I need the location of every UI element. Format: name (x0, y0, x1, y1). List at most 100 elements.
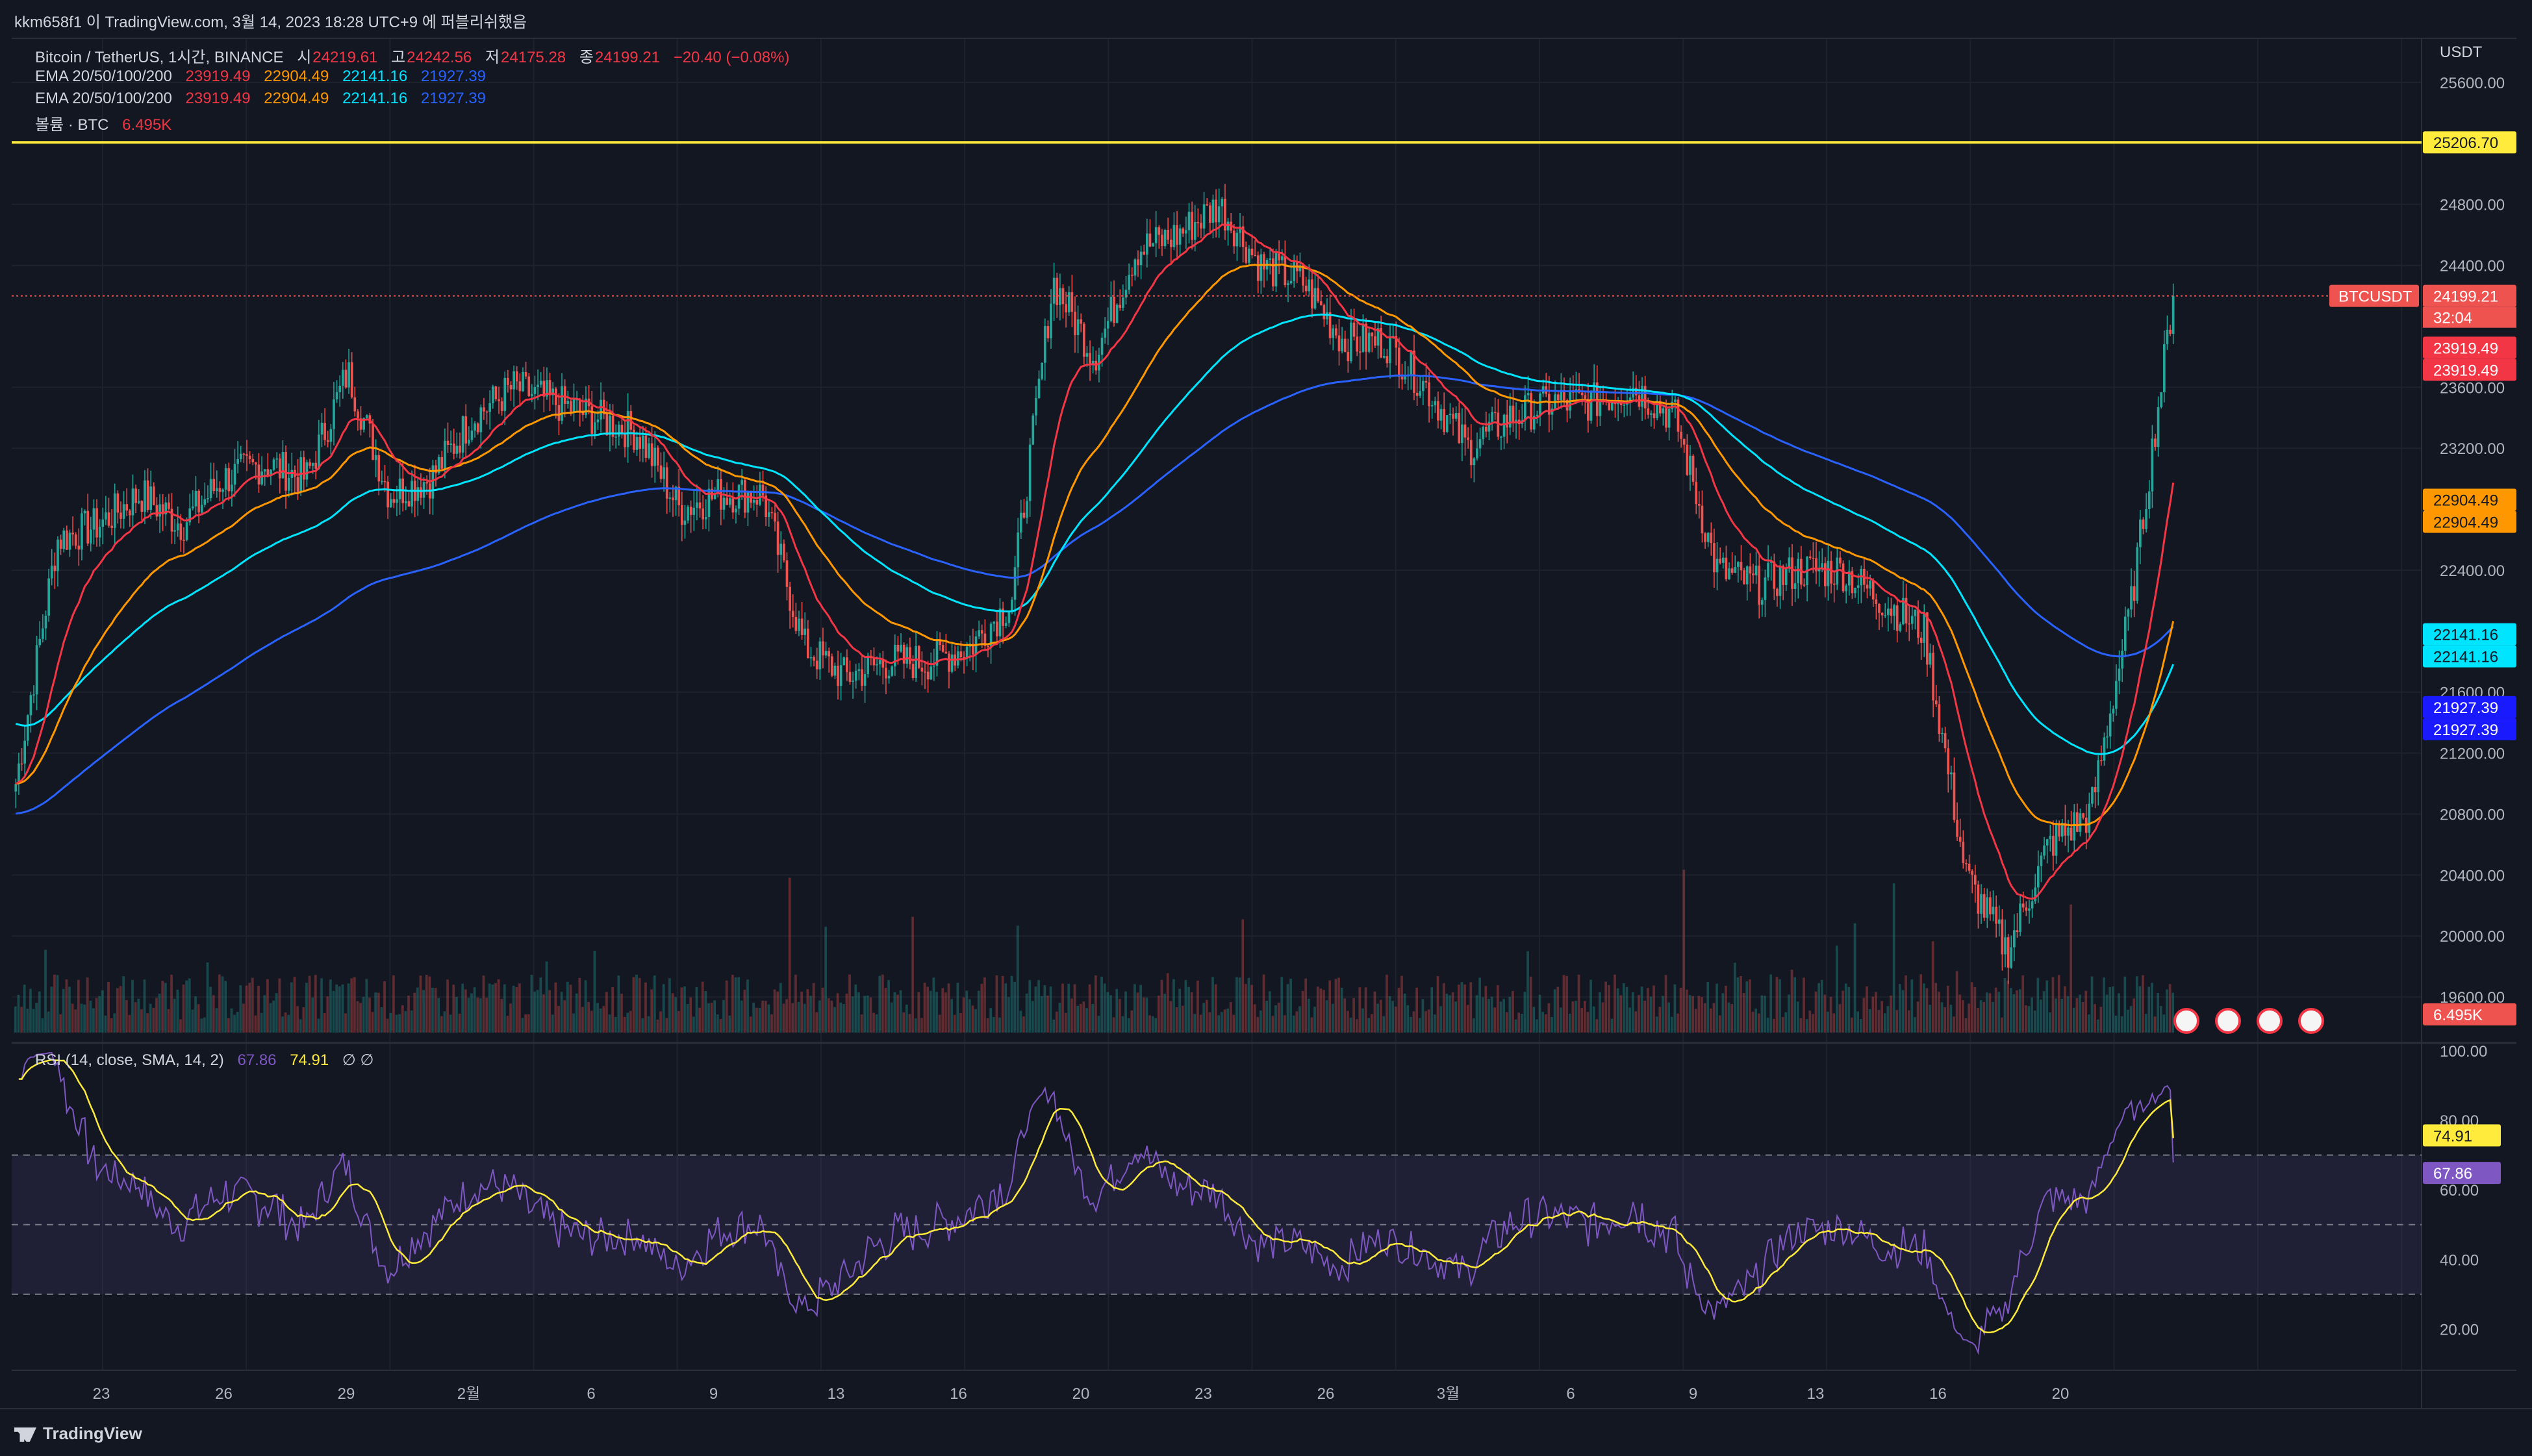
candle-body[interactable] (2025, 907, 2028, 911)
event-flag-icon[interactable] (2215, 1008, 2241, 1034)
candle-body[interactable] (1454, 413, 1458, 419)
candle-body[interactable] (605, 414, 609, 436)
candle-body[interactable] (828, 651, 831, 657)
candle-body[interactable] (1941, 733, 1943, 734)
candle-body[interactable] (1356, 336, 1359, 352)
candle-body[interactable] (2139, 519, 2142, 547)
candle-body[interactable] (1319, 301, 1323, 305)
candle-body[interactable] (2145, 508, 2147, 529)
candle-body[interactable] (246, 454, 248, 456)
candle-body[interactable] (1449, 414, 1452, 416)
candle-body[interactable] (275, 458, 279, 460)
candle-body[interactable] (215, 488, 218, 492)
candle-body[interactable] (1658, 401, 1662, 414)
candle-body[interactable] (302, 457, 305, 480)
candle-body[interactable] (1350, 322, 1352, 362)
candle-body[interactable] (1524, 395, 1526, 421)
candle-body[interactable] (494, 386, 498, 399)
candle-body[interactable] (2112, 709, 2115, 714)
candle-body[interactable] (381, 481, 383, 483)
candle-body[interactable] (476, 423, 479, 433)
candle-body[interactable] (285, 452, 287, 491)
candle-body[interactable] (2073, 812, 2076, 841)
candle-body[interactable] (2045, 839, 2049, 846)
candle-body[interactable] (2136, 547, 2139, 601)
candle-body[interactable] (420, 487, 422, 498)
candle-body[interactable] (867, 655, 870, 674)
candle-body[interactable] (411, 481, 413, 507)
candle-body[interactable] (2040, 855, 2043, 866)
candle-body[interactable] (341, 370, 344, 386)
candle-body[interactable] (1628, 397, 1632, 403)
candle-body[interactable] (1484, 427, 1488, 432)
candle-body[interactable] (1556, 394, 1560, 401)
candle-body[interactable] (1458, 413, 1461, 444)
candle-body[interactable] (533, 386, 537, 394)
candle-body[interactable] (1839, 557, 1842, 564)
candle-body[interactable] (326, 440, 329, 442)
candle-body[interactable] (263, 469, 266, 472)
candle-body[interactable] (2034, 887, 2037, 901)
candle-body[interactable] (1154, 227, 1158, 244)
candle-body[interactable] (846, 657, 848, 672)
candle-body[interactable] (1332, 328, 1335, 338)
candle-body[interactable] (1386, 356, 1389, 364)
candle-body[interactable] (488, 403, 492, 412)
candle-body[interactable] (1463, 424, 1467, 438)
candle-body[interactable] (507, 377, 509, 385)
candle-body[interactable] (653, 447, 657, 466)
candle-body[interactable] (761, 484, 765, 496)
candle-body[interactable] (2097, 760, 2100, 793)
candle-body[interactable] (620, 425, 624, 434)
candle-body[interactable] (1041, 362, 1044, 379)
candle-body[interactable] (1200, 223, 1202, 229)
candle-body[interactable] (389, 499, 392, 508)
candle-body[interactable] (192, 506, 194, 508)
candle-body[interactable] (1530, 393, 1532, 430)
candle-body[interactable] (158, 504, 161, 517)
candle-body[interactable] (1689, 455, 1691, 475)
candle-body[interactable] (704, 516, 707, 520)
candle-body[interactable] (296, 477, 299, 492)
candle-body[interactable] (1662, 408, 1665, 414)
candle-body[interactable] (1674, 399, 1677, 402)
candle-body[interactable] (1890, 609, 1893, 616)
candle-body[interactable] (1608, 402, 1611, 410)
candle-body[interactable] (998, 609, 1002, 636)
candle-body[interactable] (38, 638, 42, 646)
candle-body[interactable] (1389, 337, 1391, 364)
candle-body[interactable] (2070, 827, 2073, 841)
candle-body[interactable] (197, 490, 200, 513)
candle-body[interactable] (2094, 786, 2097, 793)
candle-body[interactable] (101, 519, 105, 527)
candle-body[interactable] (1002, 609, 1004, 626)
candle-body[interactable] (1878, 604, 1880, 613)
candle-body[interactable] (1880, 612, 1884, 616)
candle-body[interactable] (993, 621, 996, 624)
candle-body[interactable] (765, 496, 768, 518)
candle-body[interactable] (839, 665, 842, 686)
candle-body[interactable] (1443, 408, 1446, 432)
candle-body[interactable] (287, 477, 290, 491)
candle-body[interactable] (74, 534, 77, 546)
candle-body[interactable] (333, 399, 335, 429)
candle-body[interactable] (1671, 401, 1674, 409)
candle-body[interactable] (2058, 825, 2060, 837)
candle-body[interactable] (774, 512, 776, 522)
candle-body[interactable] (722, 497, 726, 510)
candle-body[interactable] (2010, 947, 2013, 968)
candle-body[interactable] (1902, 597, 1905, 625)
candle-body[interactable] (842, 657, 846, 666)
candle-body[interactable] (137, 501, 140, 503)
candle-body[interactable] (1161, 234, 1163, 247)
candle-body[interactable] (1026, 501, 1028, 518)
candle-body[interactable] (830, 656, 833, 676)
candle-body[interactable] (260, 471, 263, 485)
candle-body[interactable] (2133, 586, 2136, 601)
candle-body[interactable] (47, 578, 50, 616)
candle-body[interactable] (1374, 336, 1376, 346)
candle-body[interactable] (2130, 586, 2133, 610)
candle-body[interactable] (1536, 414, 1539, 416)
candle-body[interactable] (702, 508, 705, 520)
candle-body[interactable] (546, 380, 548, 397)
